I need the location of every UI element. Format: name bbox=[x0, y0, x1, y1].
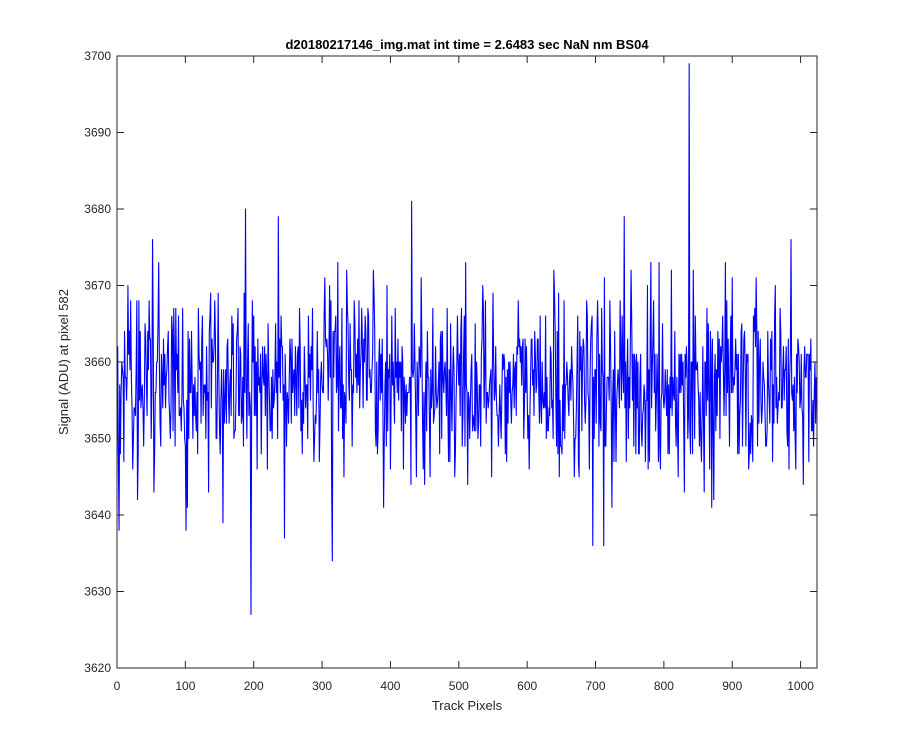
y-tick-label: 3680 bbox=[84, 202, 111, 216]
x-tick-label: 200 bbox=[244, 679, 264, 693]
y-tick-label: 3640 bbox=[84, 508, 111, 522]
x-tick-label: 100 bbox=[175, 679, 195, 693]
y-tick-label: 3670 bbox=[84, 279, 111, 293]
signal-series-line bbox=[116, 63, 817, 615]
series-layer bbox=[116, 63, 817, 615]
chart-title: d20180217146_img.mat int time = 2.6483 s… bbox=[285, 37, 649, 52]
x-tick-label: 400 bbox=[380, 679, 400, 693]
y-axis-label: Signal (ADU) at pixel 582 bbox=[56, 289, 71, 435]
y-tick-label: 3690 bbox=[84, 126, 111, 140]
x-tick-label: 700 bbox=[586, 679, 606, 693]
y-tick-label: 3620 bbox=[84, 661, 111, 675]
y-tick-label: 3660 bbox=[84, 355, 111, 369]
x-tick-label: 1000 bbox=[787, 679, 814, 693]
x-tick-label: 800 bbox=[654, 679, 674, 693]
x-tick-label: 900 bbox=[722, 679, 742, 693]
y-tick-label: 3630 bbox=[84, 585, 111, 599]
y-tick-label: 3700 bbox=[84, 49, 111, 63]
ticks-layer: 0 100 200 300 400 500 600 700 800 900 1000 3620 3630… bbox=[84, 49, 817, 693]
x-tick-label: 300 bbox=[312, 679, 332, 693]
x-tick-label: 500 bbox=[449, 679, 469, 693]
x-tick-label: 0 bbox=[114, 679, 121, 693]
x-tick-label: 600 bbox=[517, 679, 537, 693]
y-tick-label: 3650 bbox=[84, 432, 111, 446]
x-axis-label: Track Pixels bbox=[432, 698, 503, 713]
